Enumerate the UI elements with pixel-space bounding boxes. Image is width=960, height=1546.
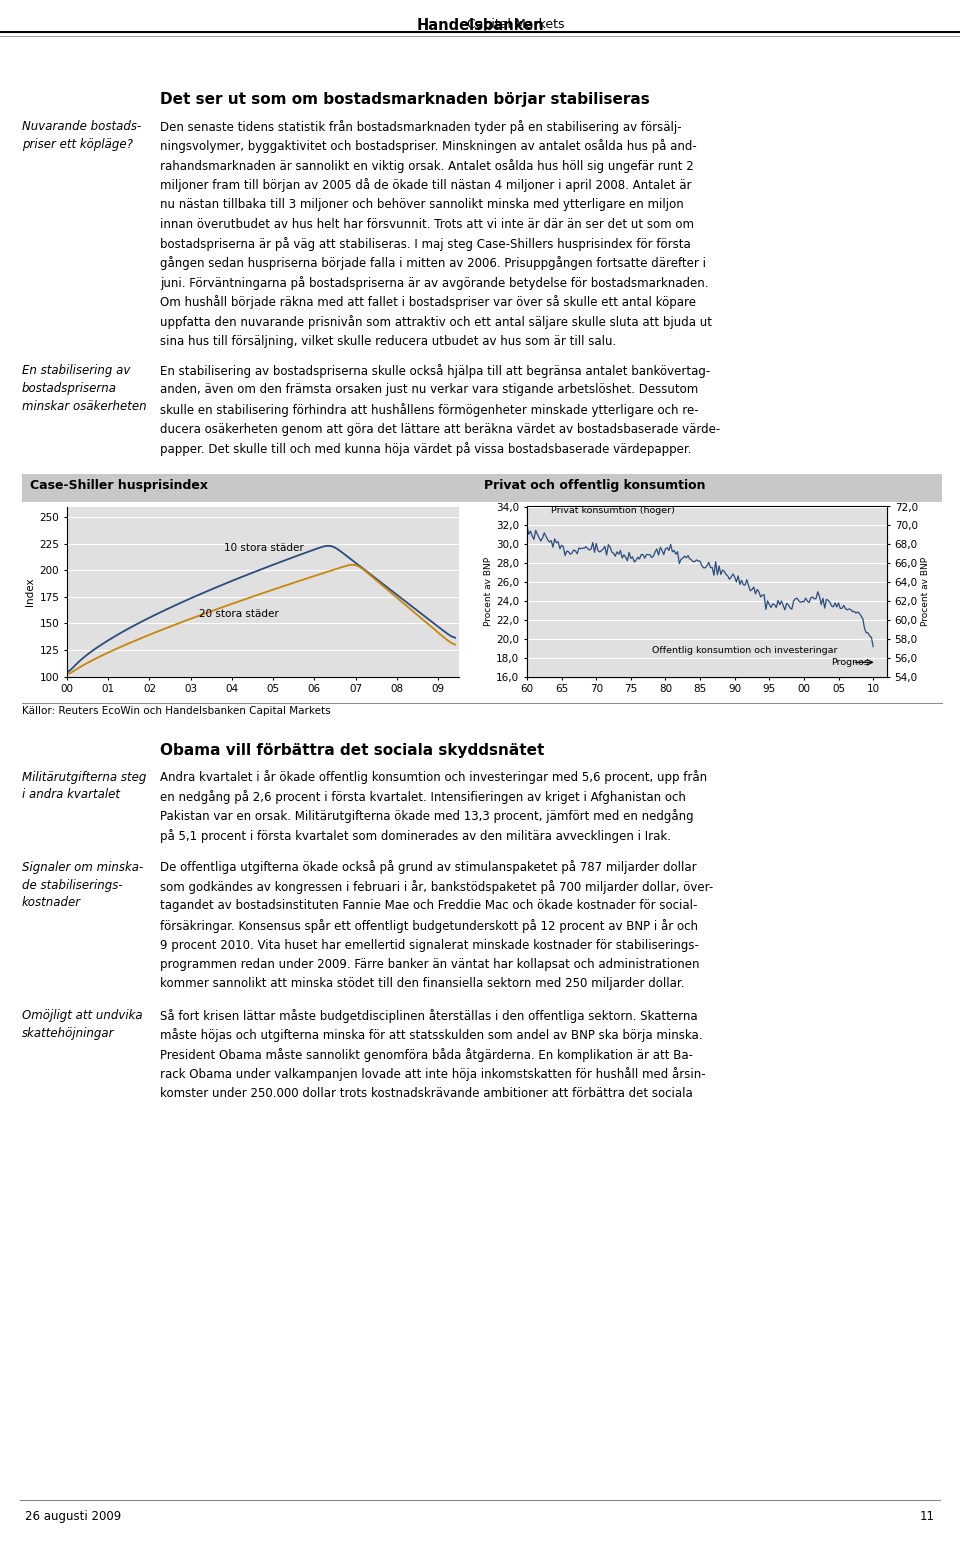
Text: Pakistan var en orsak. Militärutgifterna ökade med 13,3 procent, jämfört med en : Pakistan var en orsak. Militärutgifterna… (160, 810, 694, 824)
Text: Det ser ut som om bostadsmarknaden börjar stabiliseras: Det ser ut som om bostadsmarknaden börja… (160, 93, 650, 107)
Text: Andra kvartalet i år ökade offentlig konsumtion och investeringar med 5,6 procen: Andra kvartalet i år ökade offentlig kon… (160, 770, 708, 784)
Text: försäkringar. Konsensus spår ett offentligt budgetunderskott på 12 procent av BN: försäkringar. Konsensus spår ett offentl… (160, 918, 698, 932)
Text: komster under 250.000 dollar trots kostnadskrävande ambitioner att förbättra det: komster under 250.000 dollar trots kostn… (160, 1087, 693, 1101)
Text: Om hushåll började räkna med att fallet i bostadspriser var över så skulle ett a: Om hushåll började räkna med att fallet … (160, 295, 696, 309)
Y-axis label: Procent av BNP: Procent av BNP (921, 557, 929, 626)
Y-axis label: Index: Index (25, 577, 36, 606)
Text: uppfatta den nuvarande prisnivån som attraktiv och ett antal säljare skulle slut: uppfatta den nuvarande prisnivån som att… (160, 315, 712, 329)
Text: en nedgång på 2,6 procent i första kvartalet. Intensifieringen av kriget i Afgha: en nedgång på 2,6 procent i första kvart… (160, 790, 685, 804)
Text: programmen redan under 2009. Färre banker än väntat har kollapsat och administra: programmen redan under 2009. Färre banke… (160, 959, 700, 971)
Text: Så fort krisen lättar måste budgetdisciplinen återställas i den offentliga sekto: Så fort krisen lättar måste budgetdiscip… (160, 1010, 698, 1023)
Text: Obama vill förbättra det sociala skyddsnätet: Obama vill förbättra det sociala skyddsn… (160, 742, 544, 758)
Text: En stabilisering av bostadspriserna skulle också hjälpa till att begränsa antale: En stabilisering av bostadspriserna skul… (160, 363, 710, 377)
Y-axis label: Procent av BNP: Procent av BNP (485, 557, 493, 626)
Text: anden, även om den främsta orsaken just nu verkar vara stigande arbetslöshet. De: anden, även om den främsta orsaken just … (160, 383, 698, 396)
Text: ningsvolymer, byggaktivitet och bostadspriser. Minskningen av antalet osålda hus: ningsvolymer, byggaktivitet och bostadsp… (160, 139, 697, 153)
Text: papper. Det skulle till och med kunna höja värdet på vissa bostadsbaserade värde: papper. Det skulle till och med kunna hö… (160, 442, 691, 456)
Text: nu nästan tillbaka till 3 miljoner och behöver sannolikt minska med ytterligare : nu nästan tillbaka till 3 miljoner och b… (160, 198, 684, 210)
Text: på 5,1 procent i första kvartalet som dominerades av den militära avvecklingen i: på 5,1 procent i första kvartalet som do… (160, 829, 671, 843)
Text: Privat konsumtion (höger): Privat konsumtion (höger) (551, 506, 675, 515)
Text: Handelsbanken: Handelsbanken (417, 19, 543, 32)
Text: Militärutgifterna steg
i andra kvartalet: Militärutgifterna steg i andra kvartalet (22, 770, 146, 801)
Text: Källor: Reuters EcoWin och Handelsbanken Capital Markets: Källor: Reuters EcoWin och Handelsbanken… (22, 707, 330, 716)
Text: 26 augusti 2009: 26 augusti 2009 (25, 1510, 121, 1523)
Text: De offentliga utgifterna ökade också på grund av stimulanspaketet på 787 miljard: De offentliga utgifterna ökade också på … (160, 861, 697, 875)
Text: tagandet av bostadsinstituten Fannie Mae och Freddie Mac och ökade kostnader för: tagandet av bostadsinstituten Fannie Mae… (160, 900, 697, 912)
Text: ducera osäkerheten genom att göra det lättare att beräkna värdet av bostadsbaser: ducera osäkerheten genom att göra det lä… (160, 422, 720, 436)
Text: Case-Shiller husprisindex: Case-Shiller husprisindex (30, 479, 208, 492)
Text: juni. Förväntningarna på bostadspriserna är av avgörande betydelse för bostadsma: juni. Förväntningarna på bostadspriserna… (160, 277, 708, 291)
Text: Signaler om minska-
de stabiliserings-
kostnader: Signaler om minska- de stabiliserings- k… (22, 861, 143, 909)
Text: Nuvarande bostads-
priser ett köpläge?: Nuvarande bostads- priser ett köpläge? (22, 121, 141, 152)
Text: kommer sannolikt att minska stödet till den finansiella sektorn med 250 miljarde: kommer sannolikt att minska stödet till … (160, 977, 684, 991)
Text: Omöjligt att undvika
skattehöjningar: Omöjligt att undvika skattehöjningar (22, 1010, 143, 1040)
Text: innan överutbudet av hus helt har försvunnit. Trots att vi inte är där än ser de: innan överutbudet av hus helt har försvu… (160, 218, 694, 230)
Text: miljoner fram till början av 2005 då de ökade till nästan 4 miljoner i april 200: miljoner fram till början av 2005 då de … (160, 178, 691, 192)
Text: 11: 11 (920, 1510, 935, 1523)
Text: rack Obama under valkampanjen lovade att inte höja inkomstskatten för hushåll me: rack Obama under valkampanjen lovade att… (160, 1067, 706, 1082)
Text: gången sedan huspriserna började falla i mitten av 2006. Prisuppgången fortsatte: gången sedan huspriserna började falla i… (160, 257, 706, 271)
Text: Privat och offentlig konsumtion: Privat och offentlig konsumtion (484, 479, 705, 492)
Text: 20 stora städer: 20 stora städer (199, 609, 278, 618)
Bar (22, 473, 942, 501)
Text: skulle en stabilisering förhindra att hushållens förmögenheter minskade ytterlig: skulle en stabilisering förhindra att hu… (160, 404, 699, 417)
Text: bostadspriserna är på väg att stabiliseras. I maj steg Case-Shillers husprisinde: bostadspriserna är på väg att stabiliser… (160, 237, 691, 250)
Text: Prognos: Prognos (831, 659, 870, 668)
Text: Capital Markets: Capital Markets (396, 19, 564, 31)
Text: 10 stora städer: 10 stora städer (224, 543, 303, 553)
Text: som godkändes av kongressen i februari i år, bankstödspaketet på 700 miljarder d: som godkändes av kongressen i februari i… (160, 880, 713, 894)
Text: Offentlig konsumtion och investeringar: Offentlig konsumtion och investeringar (652, 646, 837, 656)
Text: sina hus till försäljning, vilket skulle reducera utbudet av hus som är till sal: sina hus till försäljning, vilket skulle… (160, 334, 616, 348)
Text: En stabilisering av
bostadspriserna
minskar osäkerheten: En stabilisering av bostadspriserna mins… (22, 363, 147, 413)
Text: Den senaste tidens statistik från bostadsmarknaden tyder på en stabilisering av : Den senaste tidens statistik från bostad… (160, 121, 682, 135)
Text: 9 procent 2010. Vita huset har emellertid signalerat minskade kostnader för stab: 9 procent 2010. Vita huset har emellerti… (160, 938, 699, 951)
Text: President Obama måste sannolikt genomföra båda åtgärderna. En komplikation är at: President Obama måste sannolikt genomför… (160, 1048, 693, 1062)
Text: måste höjas och utgifterna minska för att statsskulden som andel av BNP ska börj: måste höjas och utgifterna minska för at… (160, 1028, 703, 1042)
Text: rahandsmarknaden är sannolikt en viktig orsak. Antalet osålda hus höll sig ungef: rahandsmarknaden är sannolikt en viktig … (160, 159, 694, 173)
